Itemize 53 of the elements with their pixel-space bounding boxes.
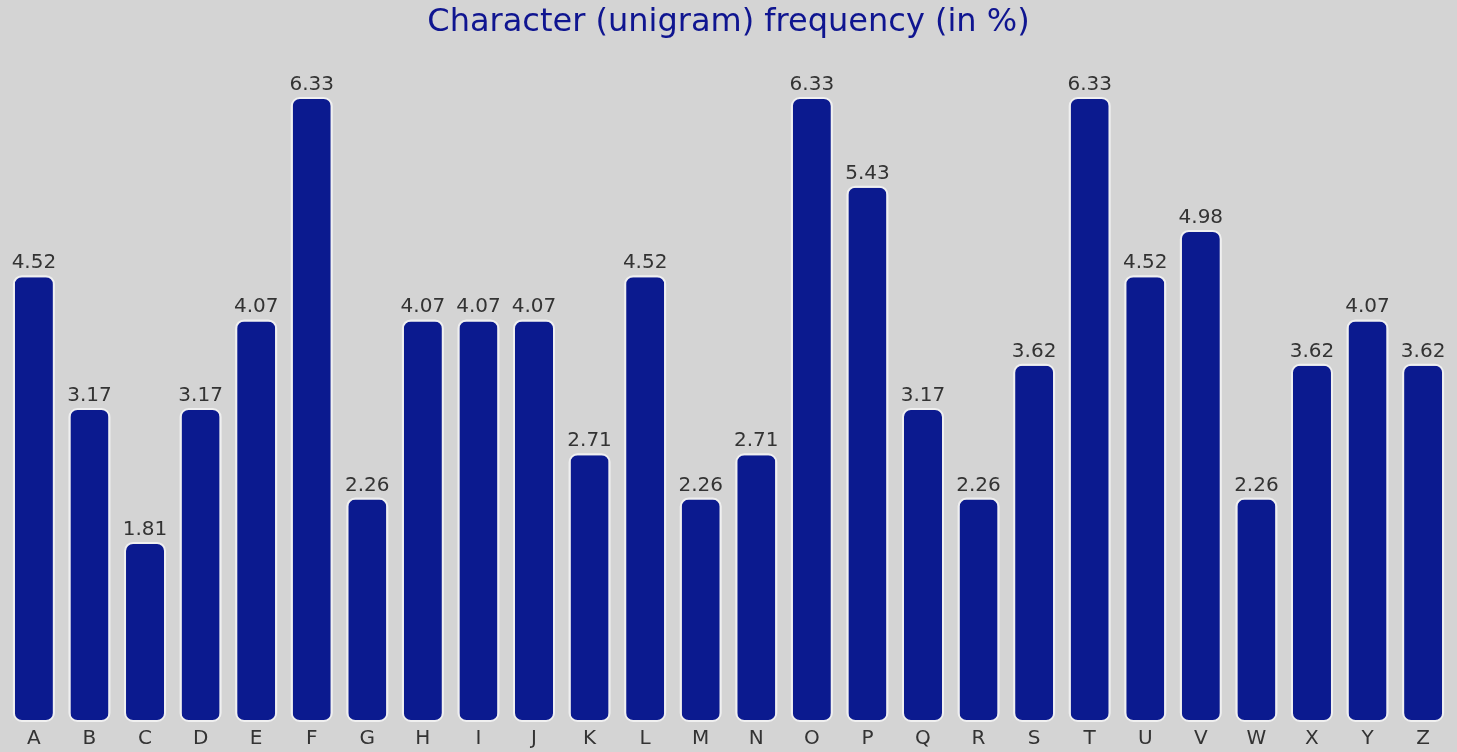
- data-label: 4.07: [233, 293, 279, 318]
- x-tick-label: U: [1137, 724, 1153, 749]
- x-tick-label: K: [583, 724, 598, 749]
- data-label: 5.43: [845, 159, 890, 184]
- data-label: 4.07: [400, 293, 446, 318]
- x-tick-label: O: [803, 724, 820, 749]
- data-label: 2.26: [956, 471, 1001, 496]
- data-label: 2.26: [1234, 471, 1279, 496]
- x-tick-label: A: [27, 724, 42, 749]
- data-label: 6.33: [1067, 71, 1112, 96]
- x-tick-label: J: [529, 724, 537, 749]
- data-label: 4.07: [1345, 293, 1390, 318]
- data-label: 4.07: [456, 293, 501, 318]
- data-label: 3.62: [1011, 337, 1057, 362]
- x-tick-label: C: [138, 724, 153, 749]
- data-label: 4.52: [1123, 249, 1168, 274]
- data-label: 6.33: [789, 71, 835, 96]
- data-label: 2.26: [345, 471, 390, 496]
- x-tick-label: H: [415, 724, 431, 749]
- data-label: 2.26: [678, 471, 723, 496]
- x-tick-label: R: [971, 724, 986, 749]
- x-tick-label: L: [639, 724, 652, 749]
- x-tick-label: E: [249, 724, 263, 749]
- data-label: 4.07: [511, 293, 557, 318]
- x-tick-label: M: [692, 724, 710, 749]
- x-tick-label: W: [1246, 724, 1267, 749]
- data-label: 3.17: [178, 382, 223, 407]
- x-tick-label: V: [1193, 724, 1208, 749]
- x-tick-label: F: [305, 724, 318, 749]
- data-label: 4.52: [622, 249, 668, 274]
- chart-title: Character (unigram) frequency (in %): [427, 1, 1030, 39]
- x-tick-label: S: [1027, 724, 1041, 749]
- data-label: 3.62: [1400, 337, 1446, 362]
- x-tick-label: N: [748, 724, 764, 749]
- x-tick-label: I: [475, 724, 482, 749]
- x-tick-label: Y: [1360, 724, 1375, 749]
- data-label: 1.81: [122, 515, 168, 540]
- x-tick-label: T: [1082, 724, 1097, 749]
- data-label: 6.33: [289, 71, 334, 96]
- data-label: 4.52: [11, 249, 57, 274]
- data-label: 3.62: [1289, 337, 1335, 362]
- data-label: 3.17: [67, 382, 112, 407]
- data-label: 2.71: [734, 427, 779, 452]
- x-tick-label: Q: [915, 724, 931, 749]
- x-tick-label: G: [359, 724, 376, 749]
- data-label: 3.17: [900, 382, 946, 407]
- x-tick-label: P: [861, 724, 874, 749]
- x-tick-label: B: [82, 724, 97, 749]
- x-tick-label: D: [192, 724, 209, 749]
- data-label: 4.98: [1178, 203, 1224, 228]
- x-tick-label: Z: [1416, 724, 1430, 749]
- x-tick-label: X: [1305, 724, 1320, 749]
- data-label: 2.71: [567, 427, 612, 452]
